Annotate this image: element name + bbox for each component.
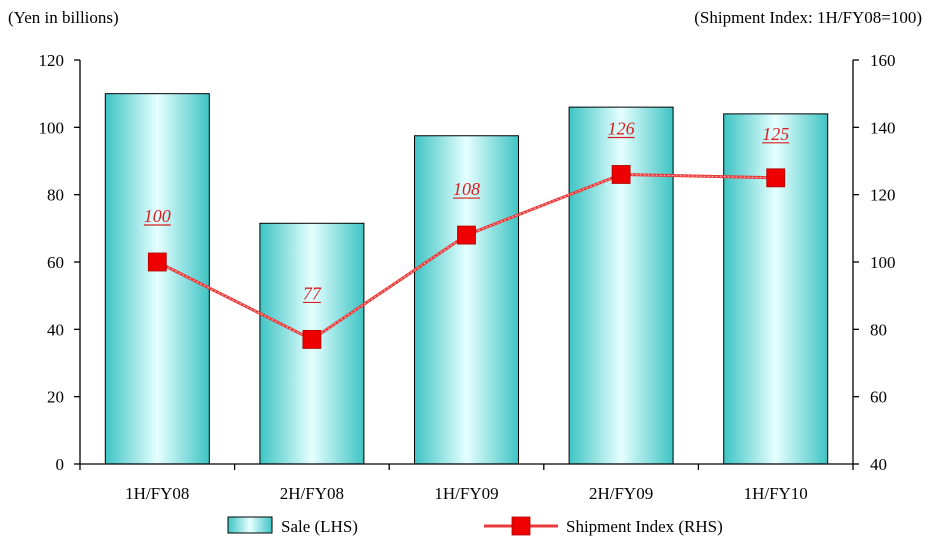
shipment-index-line-texture <box>157 173 776 341</box>
shipment-index-marker <box>457 225 476 245</box>
right-tick-label: 100 <box>870 253 896 272</box>
shipment-index-marker <box>147 252 167 272</box>
right-tick-label: 160 <box>870 51 896 70</box>
legend-bar-swatch <box>227 516 273 534</box>
legend: Sale (LHS) Shipment Index (RHS) <box>227 516 723 536</box>
right-tick-label: 140 <box>870 118 896 137</box>
bar-1h-fy10 <box>723 113 829 465</box>
left-tick-label: 100 <box>39 118 65 137</box>
right-axis-unit: (Shipment Index: 1H/FY08=100) <box>694 8 922 27</box>
shipment-index-marker <box>302 330 322 349</box>
shipment-index-marker <box>611 165 631 184</box>
shipment-index-data-label: 77 <box>303 283 322 303</box>
right-tick-label: 60 <box>870 388 887 407</box>
legend-line-marker <box>511 516 531 536</box>
left-tick-label: 60 <box>47 253 64 272</box>
shipment-index-data-label: 126 <box>608 118 635 138</box>
x-tick-label: 1H/FY10 <box>744 484 808 503</box>
x-tick-label: 2H/FY08 <box>280 484 344 503</box>
right-tick-label: 120 <box>870 186 896 205</box>
bar-2h-fy09 <box>568 106 674 465</box>
shipment-index-data-label: 108 <box>453 179 480 199</box>
x-tick-label: 1H/FY09 <box>434 484 498 503</box>
left-tick-label: 0 <box>56 455 65 474</box>
left-tick-label: 40 <box>47 320 64 339</box>
shipment-index-marker <box>766 168 786 188</box>
legend-line-label: Shipment Index (RHS) <box>566 517 723 536</box>
x-tick-label: 1H/FY08 <box>125 484 189 503</box>
legend-bar-label: Sale (LHS) <box>281 517 358 536</box>
right-tick-label: 80 <box>870 320 887 339</box>
left-tick-label: 80 <box>47 186 64 205</box>
x-tick-label: 2H/FY09 <box>589 484 653 503</box>
bar-1h-fy09 <box>414 135 519 465</box>
left-tick-label: 120 <box>39 51 65 70</box>
shipment-index-data-label: 125 <box>762 124 789 144</box>
left-axis-unit: (Yen in billions) <box>8 8 119 27</box>
right-tick-label: 40 <box>870 455 887 474</box>
shipment-index-data-label: 100 <box>144 206 171 226</box>
left-tick-label: 20 <box>47 388 64 407</box>
